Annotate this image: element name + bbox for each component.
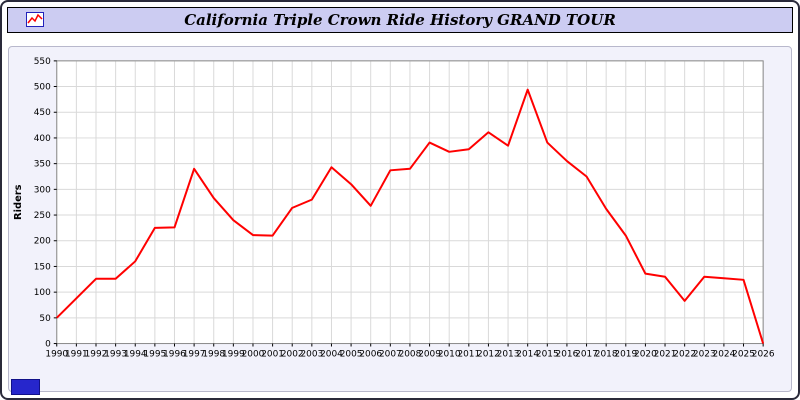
svg-text:2005: 2005 (340, 349, 363, 359)
svg-text:1997: 1997 (183, 349, 206, 359)
svg-text:1998: 1998 (202, 349, 225, 359)
svg-text:2001: 2001 (261, 349, 284, 359)
svg-text:2019: 2019 (614, 349, 637, 359)
svg-text:100: 100 (34, 288, 51, 298)
svg-text:2020: 2020 (634, 349, 657, 359)
svg-text:1994: 1994 (124, 349, 147, 359)
svg-text:Riders: Riders (13, 184, 24, 220)
svg-text:0: 0 (45, 340, 51, 350)
svg-text:2010: 2010 (438, 349, 461, 359)
svg-text:2026: 2026 (752, 349, 775, 359)
svg-text:2011: 2011 (457, 349, 480, 359)
svg-text:2013: 2013 (497, 349, 520, 359)
svg-text:2004: 2004 (320, 349, 343, 359)
svg-text:2025: 2025 (732, 349, 755, 359)
svg-text:2015: 2015 (536, 349, 559, 359)
svg-text:400: 400 (34, 134, 51, 144)
page-title: California Triple Crown Ride History GRA… (184, 11, 616, 29)
title-bar: California Triple Crown Ride History GRA… (7, 7, 793, 33)
svg-text:2012: 2012 (477, 349, 500, 359)
svg-text:2003: 2003 (300, 349, 323, 359)
svg-text:2021: 2021 (654, 349, 677, 359)
svg-text:2007: 2007 (379, 349, 402, 359)
svg-text:300: 300 (34, 185, 51, 195)
svg-text:2024: 2024 (713, 349, 736, 359)
svg-text:1990: 1990 (45, 349, 68, 359)
svg-text:200: 200 (34, 237, 51, 247)
svg-text:1996: 1996 (163, 349, 186, 359)
svg-text:2008: 2008 (399, 349, 422, 359)
svg-text:2014: 2014 (516, 349, 539, 359)
svg-text:350: 350 (34, 160, 51, 170)
svg-text:150: 150 (34, 262, 51, 272)
svg-text:2006: 2006 (359, 349, 382, 359)
svg-text:50: 50 (39, 314, 51, 324)
svg-text:1991: 1991 (65, 349, 88, 359)
svg-text:2016: 2016 (556, 349, 579, 359)
svg-text:2009: 2009 (418, 349, 441, 359)
svg-text:2002: 2002 (281, 349, 304, 359)
svg-text:2022: 2022 (673, 349, 696, 359)
svg-text:1993: 1993 (104, 349, 127, 359)
svg-text:1995: 1995 (143, 349, 166, 359)
svg-text:1999: 1999 (222, 349, 245, 359)
chart-icon (26, 12, 44, 27)
svg-text:2018: 2018 (595, 349, 618, 359)
bottom-left-badge (11, 379, 40, 395)
svg-text:250: 250 (34, 211, 51, 221)
svg-text:1992: 1992 (85, 349, 108, 359)
riders-line-chart: 0501001502002503003504004505005501990199… (13, 57, 775, 360)
chart-panel: 0 50 100 150 200 250 300 350 400 450 500 550 1990 199… (8, 46, 792, 392)
svg-text:450: 450 (34, 108, 51, 118)
svg-text:2000: 2000 (242, 349, 265, 359)
svg-text:2023: 2023 (693, 349, 716, 359)
svg-text:2017: 2017 (575, 349, 598, 359)
svg-text:500: 500 (34, 83, 51, 93)
svg-text:550: 550 (34, 57, 51, 67)
